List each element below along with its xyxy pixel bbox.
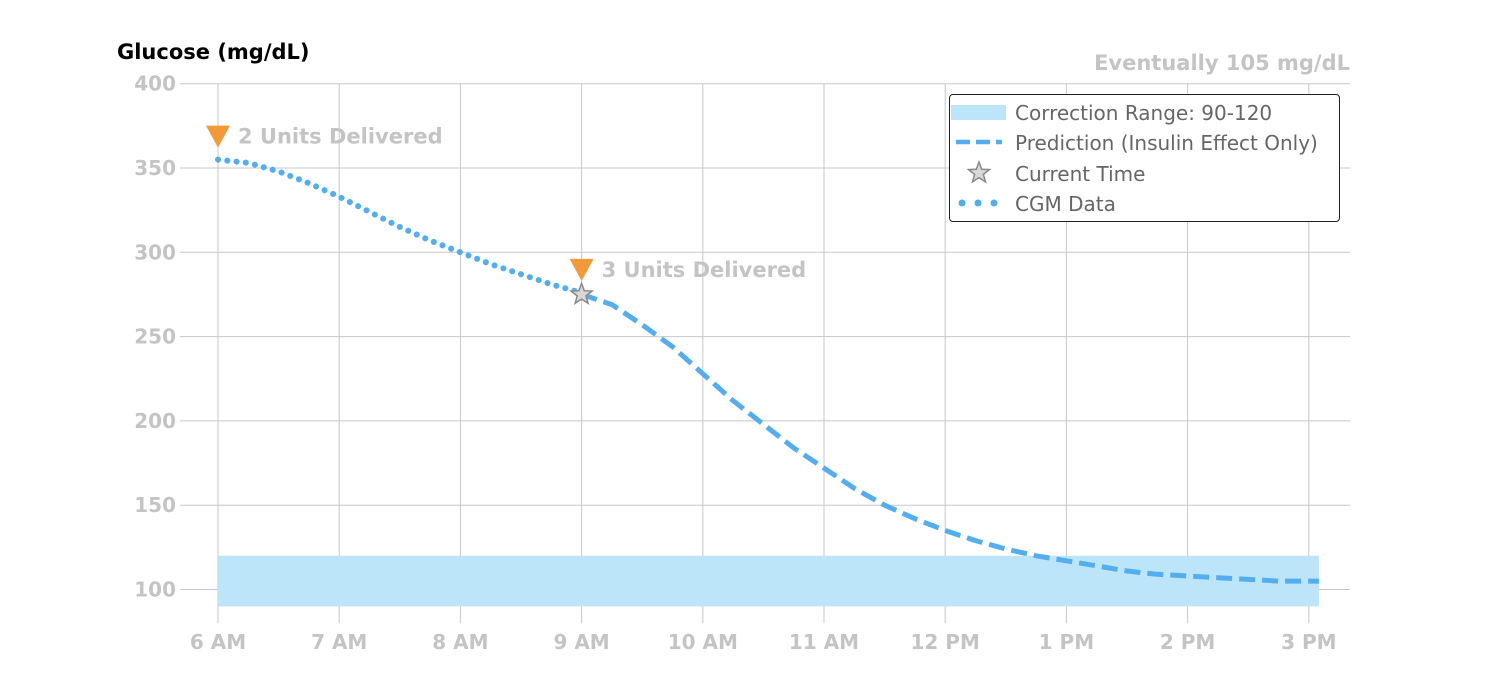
legend-item-current-time: Current Time [950, 159, 1339, 187]
legend-item-prediction: Prediction (Insulin Effect Only) [950, 128, 1339, 156]
x-tick-label: 8 AM [432, 630, 488, 654]
x-tick-label: 9 AM [553, 630, 609, 654]
y-tick-label: 300 [134, 240, 176, 264]
y-tick-label: 250 [134, 325, 176, 349]
x-tick-label: 6 AM [190, 630, 246, 654]
legend-item-cgm-data: CGM Data [950, 189, 1339, 217]
legend: Correction Range: 90-120 Prediction (Ins… [949, 94, 1340, 222]
legend-label: CGM Data [1015, 192, 1116, 216]
y-tick-label: 350 [134, 156, 176, 180]
y-axis-label: Glucose (mg/dL) [117, 40, 310, 64]
y-tick-label: 400 [134, 72, 176, 96]
x-tick-label: 11 AM [789, 630, 859, 654]
insulin-delivery-marker [569, 258, 594, 281]
cgm-data-line [215, 156, 585, 296]
x-tick-label: 10 AM [668, 630, 738, 654]
dotted-line-icon [958, 199, 998, 207]
x-tick-label: 2 PM [1160, 630, 1215, 654]
current-time-star [569, 281, 595, 306]
prediction-line [580, 292, 1319, 584]
y-tick-label: 150 [134, 493, 176, 517]
x-tick-label: 12 PM [911, 630, 980, 654]
tick-label-layer: 100 150 200 250 300 350 400 6 AM 7 AM 8 AM 9 AM 10 … [134, 72, 1336, 654]
legend-label: Correction Range: 90-120 [1015, 101, 1273, 125]
star-icon [966, 159, 992, 184]
y-tick-label: 100 [134, 578, 176, 602]
legend-label: Current Time [1015, 162, 1146, 186]
x-tick-label: 7 AM [311, 630, 367, 654]
y-tick-label: 200 [134, 409, 176, 433]
legend-label: Prediction (Insulin Effect Only) [1015, 131, 1318, 155]
x-tick-label: 3 PM [1281, 630, 1336, 654]
correction-range-band [218, 555, 1319, 607]
x-tick-label: 1 PM [1039, 630, 1094, 654]
series-layer [215, 156, 1319, 584]
band-swatch-icon [951, 105, 1006, 120]
legend-item-correction-range: Correction Range: 90-120 [950, 98, 1339, 126]
insulin-delivery-marker [206, 125, 230, 148]
delivery-annotation: 3 Units Delivered [602, 258, 807, 282]
grid-layer [180, 83, 1350, 624]
eventually-text: Eventually 105 mg/dL [1094, 51, 1350, 75]
marker-layer: 2 Units Delivered 3 Units Delivered [206, 125, 807, 306]
dashed-line-icon [956, 139, 1002, 145]
correction-range-layer [218, 555, 1319, 607]
delivery-annotation: 2 Units Delivered [238, 125, 443, 149]
